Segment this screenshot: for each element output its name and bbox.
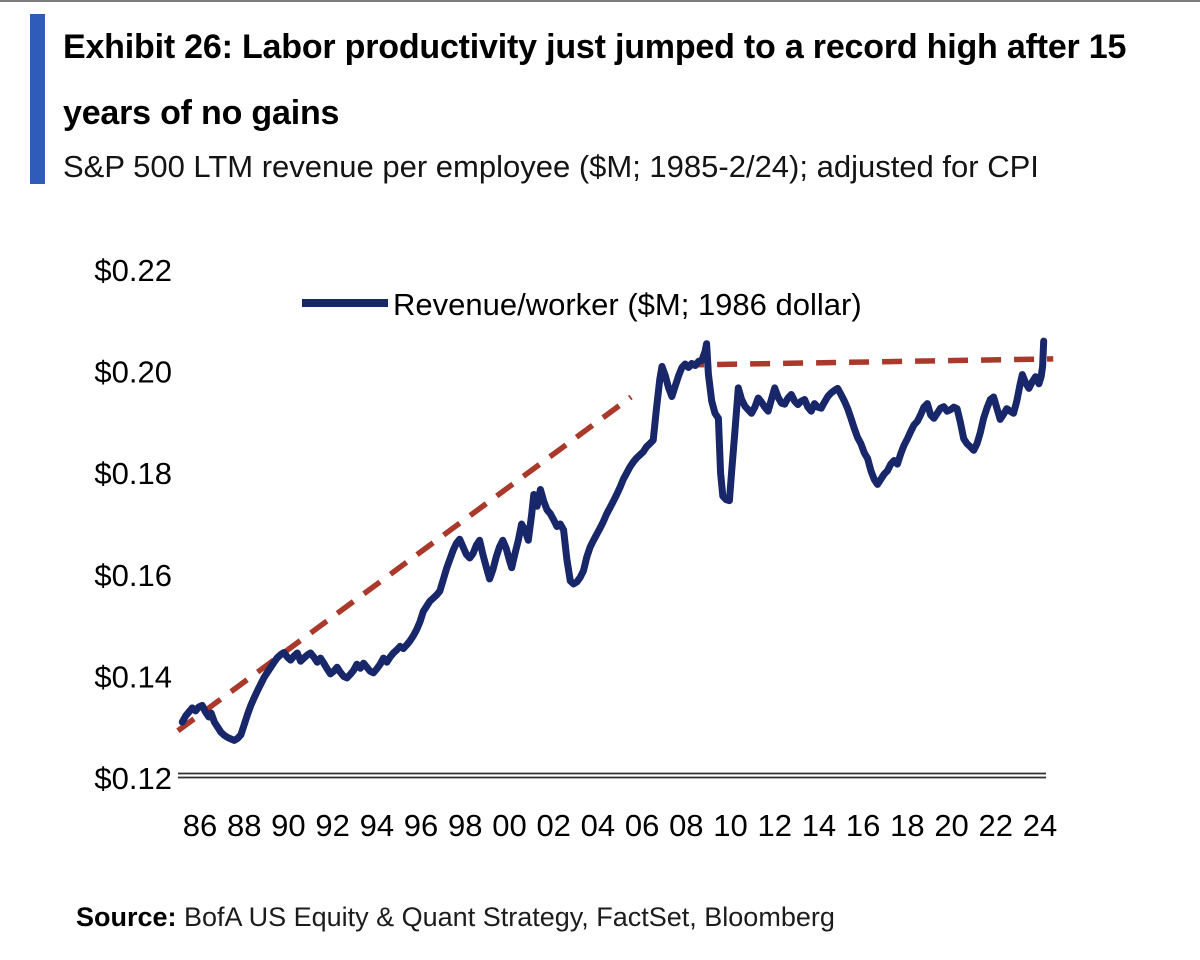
chart-subtitle: S&P 500 LTM revenue per employee ($M; 19…: [63, 149, 1039, 184]
x-tick-label: 14: [802, 808, 836, 843]
x-tick-label: 06: [625, 808, 659, 843]
y-tick-label: $0.20: [94, 355, 172, 390]
exhibit-title-line-2: years of no gains: [63, 94, 340, 132]
x-tick-label: 04: [581, 808, 615, 843]
y-tick-label: $0.22: [94, 253, 172, 288]
source-note: Source: BofA US Equity & Quant Strategy,…: [76, 902, 835, 933]
x-tick-label: 00: [492, 808, 526, 843]
x-tick-label: 88: [227, 808, 261, 843]
exhibit-accent-bar: [30, 14, 45, 184]
source-label: Source:: [76, 902, 177, 932]
x-tick-label: 16: [846, 808, 880, 843]
revenue-line-group: [178, 337, 1048, 744]
y-tick-label: $0.14: [94, 659, 172, 694]
legend-label: Revenue/worker ($M; 1986 dollar): [393, 287, 862, 322]
x-tick-label: 12: [757, 808, 791, 843]
x-tick-label: 18: [890, 808, 924, 843]
x-tick-label: 20: [934, 808, 968, 843]
x-tick-label: 02: [536, 808, 570, 843]
x-tick-label: 10: [713, 808, 747, 843]
trendlines: [176, 356, 1054, 733]
x-axis-line: [178, 772, 1046, 779]
x-tick-label: 98: [448, 808, 482, 843]
y-tick-label: $0.16: [94, 558, 172, 593]
exhibit-header: Exhibit 26: Labor productivity just jump…: [63, 0, 1173, 187]
trend-2008-2024: [684, 356, 1054, 368]
x-tick-label: 24: [1023, 808, 1057, 843]
trend-1985-2005: [176, 394, 633, 733]
x-tick-label: 90: [271, 808, 305, 843]
revenue-per-worker-line: [178, 337, 1048, 744]
y-tick-label: $0.18: [94, 456, 172, 491]
y-tick-label: $0.12: [94, 761, 172, 796]
legend: Revenue/worker ($M; 1986 dollar): [302, 287, 862, 322]
source-text: BofA US Equity & Quant Strategy, FactSet…: [176, 902, 835, 932]
x-tick-label: 86: [183, 808, 217, 843]
top-border: [0, 0, 1200, 2]
y-axis-tick-labels: $0.12 $0.14 $0.16 $0.18 $0.20 $0.22: [94, 253, 172, 796]
x-tick-label: 22: [979, 808, 1013, 843]
x-tick-label: 08: [669, 808, 703, 843]
x-tick-label: 94: [360, 808, 394, 843]
exhibit-title-line-1: Exhibit 26: Labor productivity just jump…: [63, 28, 1127, 66]
x-tick-label: 92: [315, 808, 349, 843]
x-tick-label: 96: [404, 808, 438, 843]
x-axis-tick-labels: 86 88 90 92 94 96 98 00 02 04 06 08 10 12 14 16 18 20 22 24: [183, 808, 1057, 843]
